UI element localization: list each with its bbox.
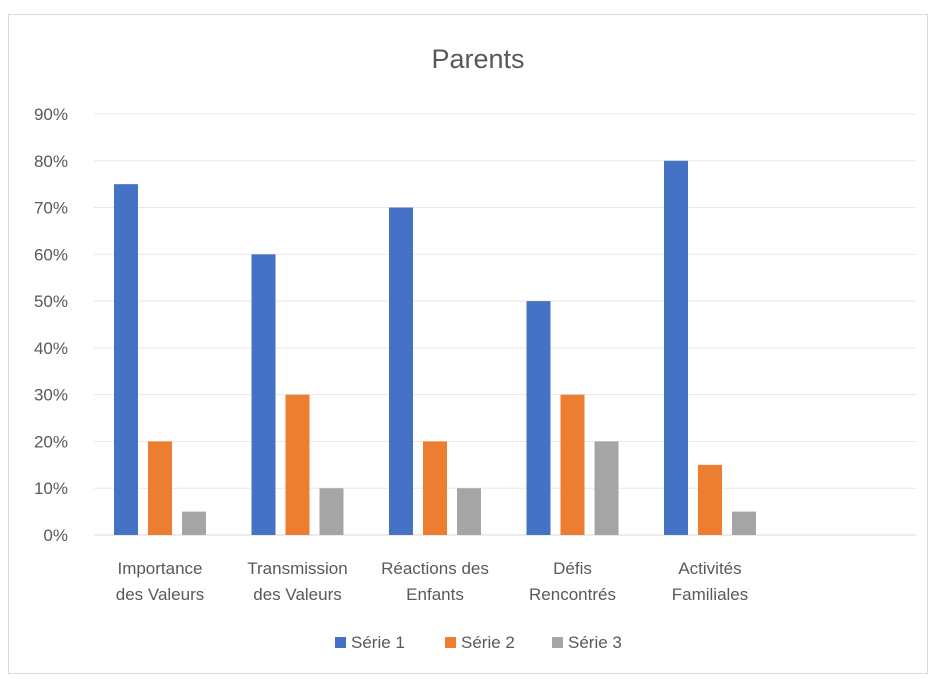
y-tick-label: 20%	[34, 432, 68, 451]
x-tick-label-line: des Valeurs	[116, 585, 205, 604]
bar-s-rie-2-3	[560, 394, 585, 535]
bar-s-rie-1-3	[526, 301, 551, 535]
x-tick-label-line: Enfants	[406, 585, 464, 604]
x-tick-label-line: Réactions des	[381, 559, 489, 578]
bar-s-rie-1-1	[251, 254, 276, 536]
y-tick-label: 0%	[43, 526, 68, 545]
legend-swatch	[445, 637, 456, 648]
x-tick-label: Activités Familiales	[672, 559, 749, 604]
x-tick-label-line: Activités	[678, 559, 741, 578]
bar-s-rie-1-4	[664, 160, 688, 535]
bars	[114, 160, 756, 536]
y-tick-label: 60%	[34, 245, 68, 264]
legend-label: Série 3	[568, 633, 622, 652]
chart-title: Parents	[431, 44, 524, 74]
legend-swatch	[552, 637, 563, 648]
legend-item: Série 1	[335, 633, 405, 652]
bar-s-rie-3-2	[457, 488, 481, 535]
legend: Série 1 Série 2 Série 3	[335, 633, 622, 652]
legend-swatch	[335, 637, 346, 648]
y-tick-label: 70%	[34, 199, 68, 218]
x-axis: Importance des Valeurs Transmission des Val…	[116, 559, 749, 604]
x-tick-label-line: des Valeurs	[253, 585, 342, 604]
bar-s-rie-2-0	[148, 441, 172, 535]
x-tick-label-line: Importance	[117, 559, 202, 578]
bar-s-rie-1-2	[389, 207, 413, 536]
bar-s-rie-3-3	[594, 441, 619, 535]
bar-s-rie-2-1	[285, 394, 310, 535]
x-tick-label: Transmission des Valeurs	[247, 559, 347, 604]
bar-s-rie-1-0	[114, 184, 138, 535]
bar-s-rie-3-0	[182, 511, 206, 535]
legend-item: Série 3	[552, 633, 622, 652]
x-tick-label-line: Transmission	[247, 559, 347, 578]
legend-item: Série 2	[445, 633, 515, 652]
y-tick-label: 10%	[34, 479, 68, 498]
legend-label: Série 1	[351, 633, 405, 652]
gridlines	[94, 113, 916, 536]
y-tick-label: 50%	[34, 292, 68, 311]
x-tick-label: Réactions des Enfants	[381, 559, 489, 604]
y-tick-label: 40%	[34, 339, 68, 358]
y-tick-label: 30%	[34, 386, 68, 405]
bar-s-rie-3-1	[319, 488, 344, 535]
legend-label: Série 2	[461, 633, 515, 652]
y-axis: 0% 10% 20% 30% 40% 50% 60% 70% 80% 90%	[34, 105, 68, 545]
x-tick-label-line: Défis	[553, 559, 592, 578]
x-tick-label: Importance des Valeurs	[116, 559, 205, 604]
x-tick-label: Défis Rencontrés	[529, 559, 616, 604]
chart-frame	[8, 14, 928, 674]
x-tick-label-line: Rencontrés	[529, 585, 616, 604]
y-tick-label: 90%	[34, 105, 68, 124]
bar-s-rie-3-4	[732, 511, 756, 535]
y-tick-label: 80%	[34, 152, 68, 171]
bar-s-rie-2-4	[698, 464, 722, 535]
bar-s-rie-2-2	[423, 441, 447, 535]
x-tick-label-line: Familiales	[672, 585, 749, 604]
